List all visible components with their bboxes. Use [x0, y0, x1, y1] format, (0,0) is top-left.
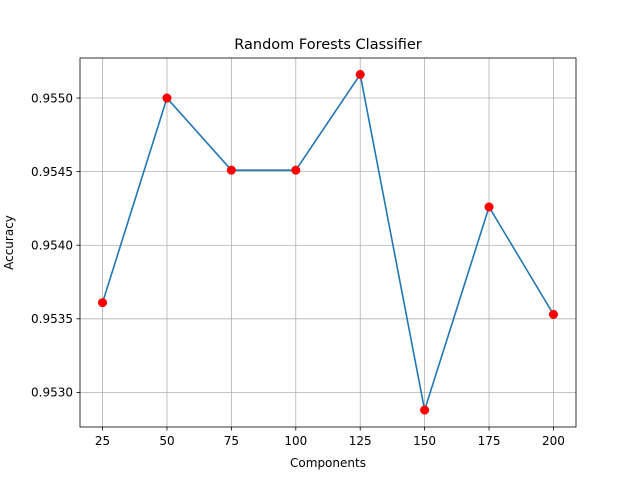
y-tick-label: 0.9540 [31, 239, 73, 253]
grid-lines [80, 58, 576, 427]
x-tick-label: 100 [284, 434, 307, 448]
x-tick-label: 50 [159, 434, 174, 448]
plot-background [80, 58, 576, 427]
x-tick-label: 75 [224, 434, 239, 448]
data-point [548, 309, 559, 319]
plot-area [79, 57, 577, 428]
data-point [291, 165, 301, 175]
ticks: 25 50 75 100 125 150 175 200 0.9530 0.9535 0.9540 0… [31, 91, 565, 448]
data-point [162, 93, 172, 103]
y-tick-label: 0.9545 [31, 165, 73, 179]
data-point [355, 69, 365, 80]
y-axis-label: Accuracy [2, 215, 16, 270]
data-point [97, 298, 108, 308]
y-tick-label: 0.9530 [31, 386, 73, 400]
x-tick-label: 125 [349, 434, 372, 448]
series-layer [97, 69, 559, 415]
data-point [420, 405, 430, 415]
x-tick-label: 200 [542, 434, 565, 448]
x-axis-label: Components [290, 456, 366, 470]
x-tick-label: 25 [95, 434, 110, 448]
y-tick-label: 0.9550 [31, 91, 73, 105]
data-point [484, 202, 494, 212]
data-point [226, 165, 236, 175]
y-tick-label: 0.9535 [31, 312, 73, 326]
x-tick-label: 175 [478, 434, 501, 448]
x-tick-label: 150 [413, 434, 436, 448]
series-line [101, 73, 555, 411]
plot-frame [79, 57, 577, 428]
chart-title: Random Forests Classifier [234, 37, 422, 53]
